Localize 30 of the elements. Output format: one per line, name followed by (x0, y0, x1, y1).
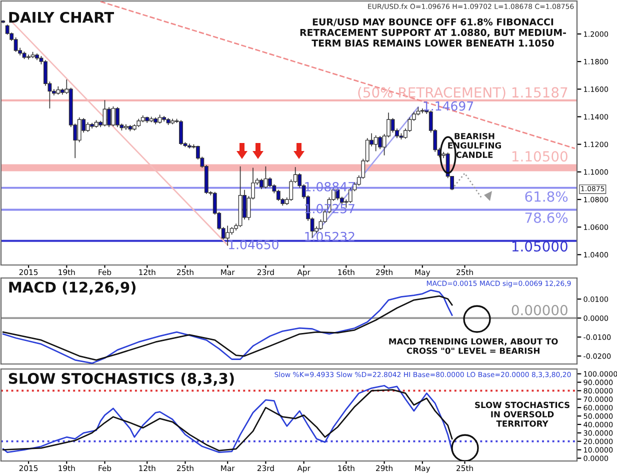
candlestick (14, 36, 18, 52)
annotation: EUR/USD MAY BOUNCE OFF 61.8% FIBONACCI RETRACEMENT SUPPORT AT 1.0880, BUT MEDIUM- TERM BIAS REMAINS LOWER BENEATH 1.1050 (300, 18, 566, 47)
ref-line-label: (50% RETRACEMENT) 1.15187 (358, 86, 568, 100)
annotation: 1.05232 (305, 232, 354, 242)
candlestick (179, 120, 183, 146)
candlestick (374, 134, 378, 152)
annotation: 1.04650 (228, 240, 278, 250)
text: DAILY CHART (9, 12, 114, 23)
chart-title: MACD (12,26,9) (9, 281, 136, 295)
candlestick (268, 176, 272, 188)
candlestick (276, 189, 280, 202)
candlestick (260, 178, 264, 190)
ref-line-label: 1.05000 (512, 241, 568, 252)
candlestick (86, 122, 90, 132)
candlestick (378, 136, 382, 150)
candlestick (390, 118, 395, 134)
band-label: 1.10500 (512, 151, 568, 162)
annotation: MACD TRENDING LOWER, ABOUT TO CROSS "0" LEVEL = BEARISH (389, 338, 558, 354)
annotation: 61.8% (525, 191, 568, 202)
ref-line-label: 0.00000 (512, 304, 568, 316)
chart-title: SLOW STOCHASTICS (8,3,3) (8, 372, 234, 386)
candlestick (264, 166, 268, 189)
candlestick (226, 225, 230, 246)
candlestick (116, 106, 120, 128)
annotation: 78.6% (525, 212, 568, 223)
candlestick (77, 116, 82, 143)
candlestick (107, 106, 111, 128)
candlestick (111, 106, 116, 127)
annotation: SLOW STOCHASTICS IN OVERSOLD TERRITORY (475, 402, 570, 427)
candlestick (102, 100, 107, 127)
